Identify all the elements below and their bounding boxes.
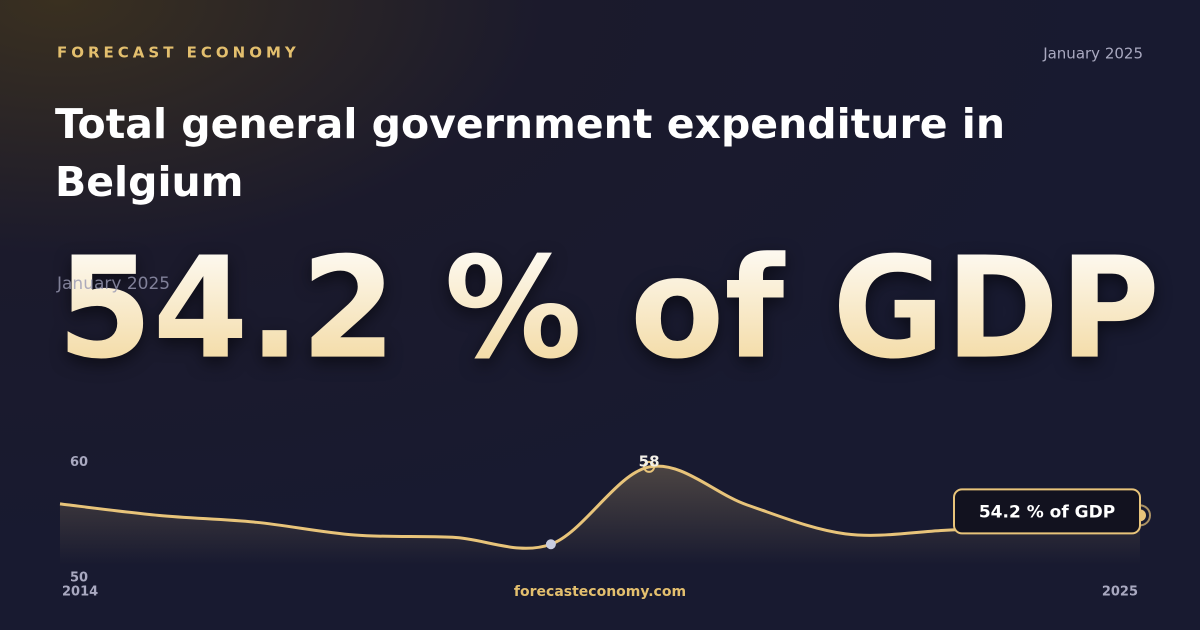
title-box: Total general government expenditure in … bbox=[55, 100, 1006, 206]
title: Total general government expenditure in … bbox=[55, 100, 1006, 206]
chart: 50 60 2014 2025 58 54.2 % of GDP bbox=[59, 452, 1151, 600]
brand: FORECAST ECONOMY bbox=[57, 44, 300, 62]
callout-box bbox=[953, 488, 1141, 535]
peak-point bbox=[643, 460, 656, 473]
line bbox=[59, 464, 1141, 550]
x-tick-label: 2025 bbox=[1102, 585, 1138, 600]
headline-date: January 2025 bbox=[56, 274, 170, 294]
x-tick-label: 2014 bbox=[62, 585, 98, 600]
callout-label: 54.2 % of GDP bbox=[979, 502, 1115, 522]
min-point bbox=[545, 539, 556, 550]
footer: forecasteconomy.com bbox=[514, 584, 686, 600]
headline-value: 54.2 % of GDP bbox=[57, 228, 1160, 391]
y-tick-label: 60 bbox=[70, 455, 88, 470]
area bbox=[60, 466, 1140, 565]
y-tick-label: 50 bbox=[70, 570, 88, 585]
date: January 2025 bbox=[1042, 45, 1143, 63]
peak-label: 58 bbox=[639, 452, 660, 470]
